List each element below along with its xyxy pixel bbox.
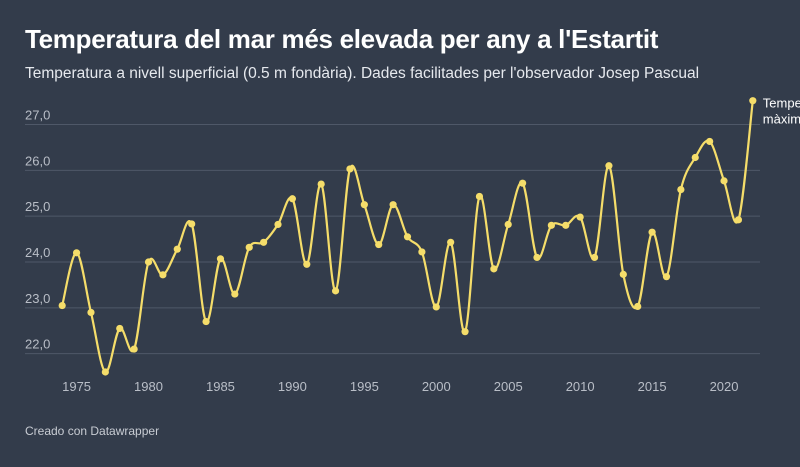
y-tick-label: 22,0 (25, 337, 50, 352)
data-point (317, 180, 325, 188)
data-point (389, 201, 397, 209)
data-point (331, 287, 340, 295)
x-tick-label: 1980 (134, 379, 163, 394)
data-point (662, 273, 671, 281)
y-tick-label: 26,0 (25, 153, 50, 168)
data-point (533, 253, 541, 262)
chart-title: Temperatura del mar més elevada per any … (25, 24, 659, 54)
data-point (677, 185, 685, 194)
data-point (403, 233, 412, 241)
data-point (749, 97, 757, 105)
data-point (245, 243, 253, 251)
annotation-label: Temperaturamàxima (763, 96, 800, 127)
x-tick-label: 2015 (638, 379, 667, 394)
data-point (202, 317, 210, 326)
y-tick-label: 23,0 (25, 291, 50, 306)
data-point (216, 255, 225, 263)
x-tick-label: 1990 (278, 379, 307, 394)
data-point (116, 324, 124, 333)
data-point (447, 238, 455, 246)
x-tick-label: 2005 (494, 379, 523, 394)
data-point (475, 192, 484, 201)
data-point (432, 303, 440, 311)
data-point (58, 301, 66, 310)
x-tick-label: 2010 (566, 379, 595, 394)
data-point (260, 238, 268, 246)
data-point (360, 201, 368, 209)
data-point (346, 165, 354, 173)
data-point (188, 220, 196, 228)
chart-subtitle: Temperatura a nivell superficial (0.5 m … (25, 65, 700, 82)
data-point (605, 162, 613, 170)
data-point (691, 153, 699, 162)
data-point (274, 220, 282, 229)
y-tick-label: 27,0 (25, 108, 50, 123)
data-point (504, 220, 512, 229)
data-point (288, 195, 296, 203)
annotation-layer: Temperaturamàxima (763, 96, 800, 127)
footer-credit: Creado con Datawrapper (25, 424, 160, 438)
x-tick-label: 1985 (206, 379, 235, 394)
data-point (130, 345, 138, 353)
series-layer (58, 97, 757, 376)
data-point (159, 271, 167, 279)
x-axis: 1975 1980 1985 1990 1995 2000 2005 2010 2015 2020 (62, 379, 738, 394)
data-point (562, 221, 570, 229)
y-axis: 22,0 23,0 24,0 25,0 26,0 27,0 (25, 108, 50, 352)
data-point (576, 213, 584, 221)
data-point (87, 308, 95, 317)
y-tick-label: 25,0 (25, 199, 50, 214)
x-tick-label: 1995 (350, 379, 379, 394)
data-point (173, 245, 181, 253)
data-point (490, 265, 498, 273)
data-point (619, 270, 627, 278)
data-point (547, 221, 555, 229)
data-point (590, 253, 599, 262)
x-tick-label: 2020 (710, 379, 739, 394)
data-point (72, 249, 81, 257)
data-point (720, 177, 728, 185)
data-point (519, 179, 527, 187)
y-tick-label: 24,0 (25, 245, 50, 260)
data-point (303, 260, 311, 268)
x-tick-label: 1975 (62, 379, 91, 394)
data-point (634, 302, 642, 311)
data-point (706, 137, 714, 146)
data-point (418, 248, 426, 256)
data-point (101, 368, 109, 376)
data-point (461, 328, 469, 336)
data-point (144, 258, 153, 266)
data-point (231, 290, 239, 298)
x-tick-label: 2000 (422, 379, 451, 394)
data-point (375, 240, 383, 249)
data-point (648, 228, 656, 236)
data-point (734, 216, 743, 224)
